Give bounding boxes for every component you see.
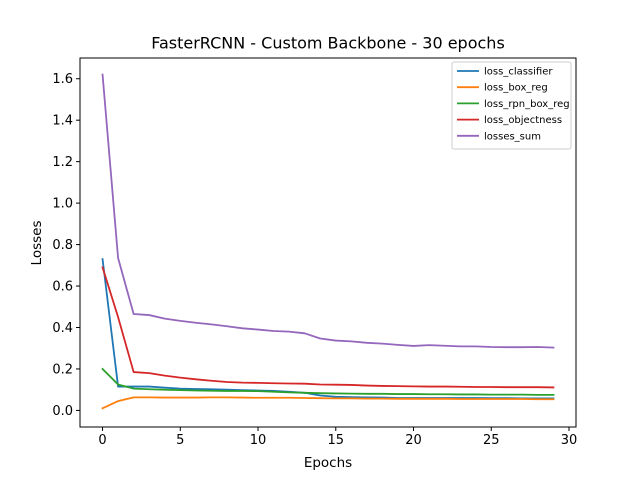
y-tick-label: 1.6 (52, 72, 73, 87)
series-line-loss-classifier (101, 258, 555, 400)
x-axis-label: Epochs (304, 455, 352, 471)
y-tick-label: 0.8 (52, 238, 73, 253)
y-tick-label: 0.0 (52, 404, 73, 419)
legend-label: loss_objectness (484, 115, 562, 126)
plot-area (79, 57, 577, 428)
y-tick-label: 1.0 (52, 197, 73, 212)
legend-label: loss_classifier (484, 67, 553, 78)
y-tick-label: 1.2 (52, 155, 73, 170)
y-tick-label: 1.4 (52, 114, 73, 129)
y-axis-label: Losses (29, 221, 45, 266)
series-line-loss-rpn-box-reg (101, 367, 555, 396)
legend-label: losses_sum (484, 131, 541, 142)
legend-label: loss_rpn_box_reg (484, 99, 570, 110)
chart-title: FasterRCNN - Custom Backbone - 30 epochs (151, 34, 505, 53)
x-tick-label: 5 (176, 433, 184, 448)
legend-box (451, 61, 572, 150)
series-line-loss-objectness (101, 266, 555, 389)
x-tick-label: 0 (98, 433, 106, 448)
series-line-losses-sum (101, 73, 555, 349)
series-line-loss-box-reg (101, 396, 555, 410)
x-tick-label: 20 (405, 433, 422, 448)
y-tick-label: 0.6 (52, 280, 73, 295)
x-tick-label: 25 (483, 433, 500, 448)
y-tick-label: 0.2 (52, 362, 73, 377)
x-tick-label: 30 (561, 433, 578, 448)
legend: loss_classifier loss_box_reg loss_rpn_box_… (451, 61, 572, 150)
axes-frame (79, 57, 577, 428)
y-tick-label: 0.4 (52, 321, 73, 336)
y-axis-ticks: 0.0 0.2 0.4 0.6 0.8 1.0 1.2 1.4 1.6 (52, 72, 80, 419)
x-tick-label: 10 (250, 433, 267, 448)
x-axis-ticks: 0 5 10 15 20 25 30 (98, 427, 577, 448)
x-tick-label: 15 (328, 433, 345, 448)
legend-label: loss_box_reg (484, 83, 548, 94)
